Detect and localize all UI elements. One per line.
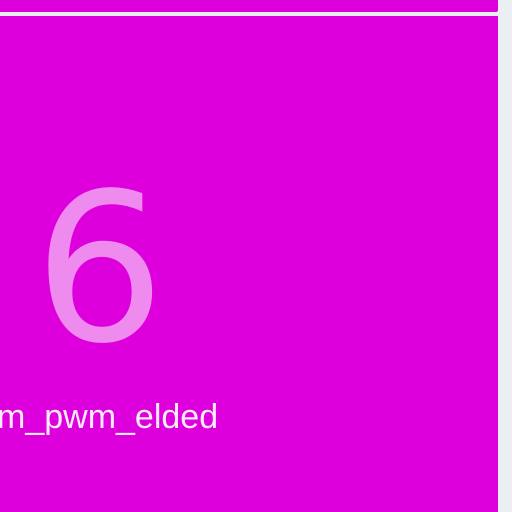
tile-label: m_pwm_elded	[0, 398, 219, 436]
tile-number: 6	[34, 149, 166, 389]
top-tile[interactable]	[0, 0, 498, 12]
main-tile[interactable]: 6 m_pwm_elded	[0, 16, 498, 512]
